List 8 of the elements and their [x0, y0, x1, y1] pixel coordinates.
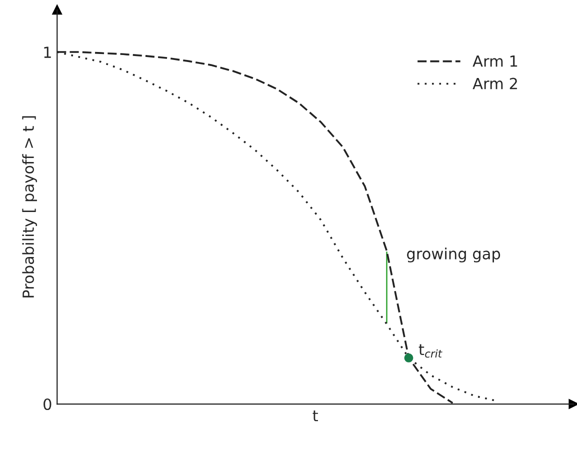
y-tick-label: 0 — [44, 398, 52, 410]
x-axis-title: t — [312, 410, 318, 422]
y-axis-title: Probability [ payoff > t ] — [22, 116, 37, 298]
legend-label: Arm 1 — [472, 56, 518, 67]
annotation: growing gap — [407, 248, 500, 262]
annotation: t$_{crit}$ — [418, 344, 442, 358]
y-tick-label: 1 — [44, 46, 51, 58]
legend-label: Arm 2 — [472, 78, 517, 90]
